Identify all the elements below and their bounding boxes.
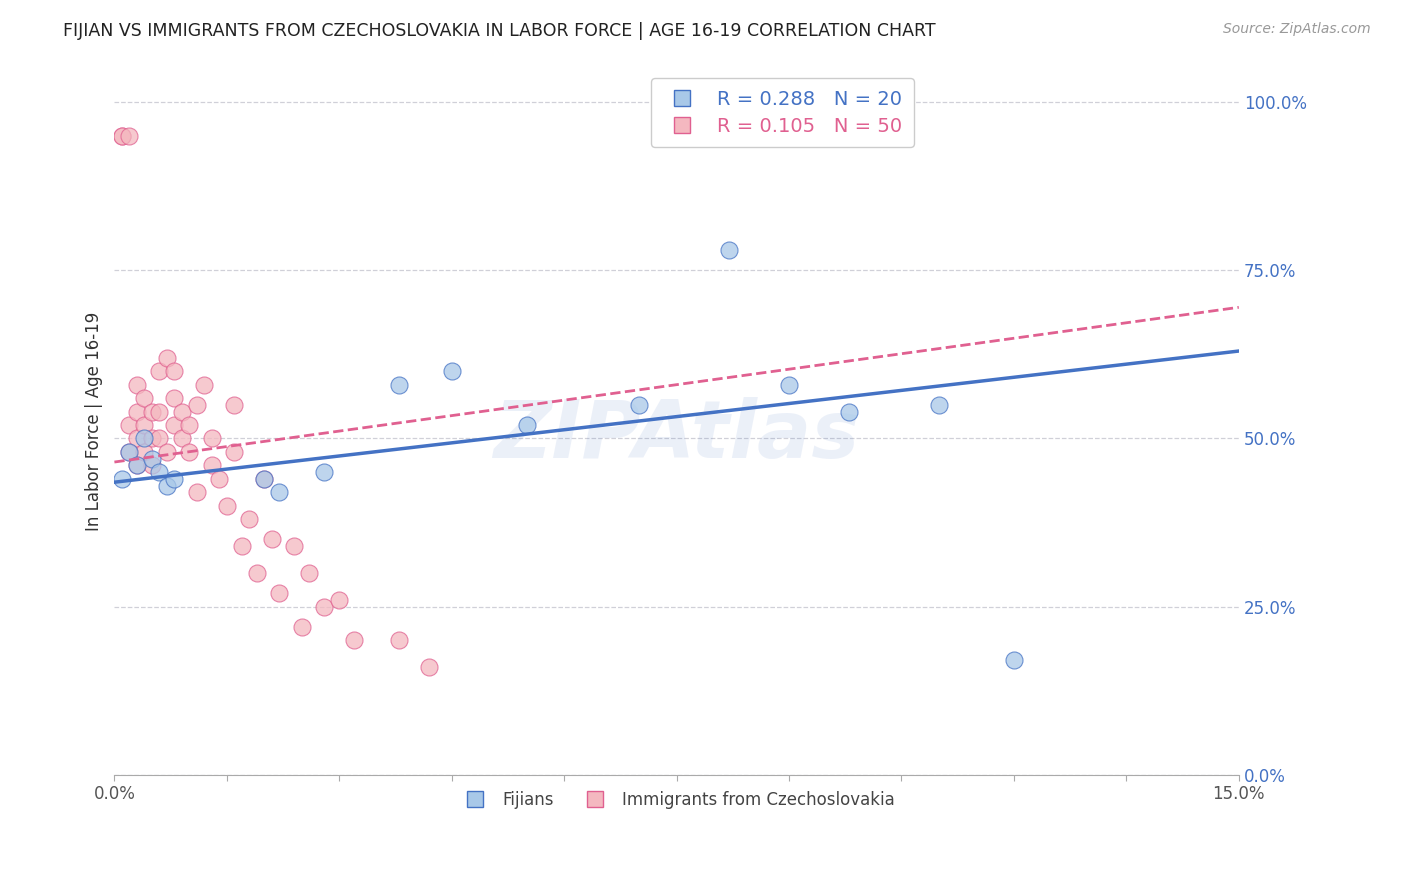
Point bbox=[118, 128, 141, 143]
Point bbox=[314, 599, 336, 614]
Point bbox=[186, 398, 208, 412]
Text: Source: ZipAtlas.com: Source: ZipAtlas.com bbox=[1223, 22, 1371, 37]
Point bbox=[928, 398, 950, 412]
Point bbox=[163, 364, 186, 378]
Point bbox=[231, 539, 253, 553]
Point bbox=[125, 377, 148, 392]
Point bbox=[118, 445, 141, 459]
Point bbox=[246, 566, 269, 580]
Point bbox=[111, 472, 134, 486]
Point bbox=[118, 445, 141, 459]
Point bbox=[208, 472, 231, 486]
Point bbox=[201, 432, 224, 446]
Point bbox=[253, 472, 276, 486]
Point bbox=[141, 404, 163, 418]
Point bbox=[1002, 653, 1025, 667]
Point bbox=[163, 417, 186, 432]
Point bbox=[148, 404, 170, 418]
Point bbox=[328, 593, 350, 607]
Point bbox=[125, 404, 148, 418]
Point bbox=[148, 432, 170, 446]
Point bbox=[388, 633, 411, 648]
Point bbox=[163, 472, 186, 486]
Point bbox=[148, 364, 170, 378]
Point bbox=[125, 458, 148, 473]
Point bbox=[111, 128, 134, 143]
Point bbox=[141, 458, 163, 473]
Point bbox=[201, 458, 224, 473]
Point bbox=[388, 377, 411, 392]
Point bbox=[440, 364, 463, 378]
Point bbox=[718, 243, 741, 257]
Point bbox=[224, 445, 246, 459]
Point bbox=[111, 128, 134, 143]
Text: FIJIAN VS IMMIGRANTS FROM CZECHOSLOVAKIA IN LABOR FORCE | AGE 16-19 CORRELATION : FIJIAN VS IMMIGRANTS FROM CZECHOSLOVAKIA… bbox=[63, 22, 936, 40]
Point bbox=[179, 445, 201, 459]
Point bbox=[186, 485, 208, 500]
Point bbox=[156, 351, 179, 365]
Text: ZIPAtlas: ZIPAtlas bbox=[494, 397, 859, 475]
Point bbox=[134, 417, 156, 432]
Legend: Fijians, Immigrants from Czechoslovakia: Fijians, Immigrants from Czechoslovakia bbox=[451, 785, 901, 816]
Point bbox=[215, 499, 238, 513]
Point bbox=[283, 539, 305, 553]
Point bbox=[260, 533, 283, 547]
Point bbox=[163, 391, 186, 405]
Point bbox=[778, 377, 800, 392]
Point bbox=[156, 445, 179, 459]
Point bbox=[134, 445, 156, 459]
Point bbox=[125, 432, 148, 446]
Point bbox=[141, 451, 163, 466]
Point bbox=[134, 391, 156, 405]
Point bbox=[628, 398, 651, 412]
Point bbox=[269, 485, 291, 500]
Point bbox=[291, 620, 314, 634]
Point bbox=[125, 458, 148, 473]
Point bbox=[156, 478, 179, 492]
Point bbox=[298, 566, 321, 580]
Point bbox=[224, 398, 246, 412]
Point bbox=[838, 404, 860, 418]
Point bbox=[314, 465, 336, 479]
Point bbox=[141, 432, 163, 446]
Point bbox=[148, 465, 170, 479]
Point bbox=[193, 377, 215, 392]
Point bbox=[516, 417, 538, 432]
Point bbox=[418, 660, 440, 674]
Point bbox=[170, 432, 193, 446]
Point bbox=[238, 512, 260, 526]
Point bbox=[118, 417, 141, 432]
Point bbox=[134, 432, 156, 446]
Point bbox=[343, 633, 366, 648]
Point bbox=[253, 472, 276, 486]
Y-axis label: In Labor Force | Age 16-19: In Labor Force | Age 16-19 bbox=[86, 312, 103, 532]
Point bbox=[170, 404, 193, 418]
Point bbox=[269, 586, 291, 600]
Point bbox=[179, 417, 201, 432]
